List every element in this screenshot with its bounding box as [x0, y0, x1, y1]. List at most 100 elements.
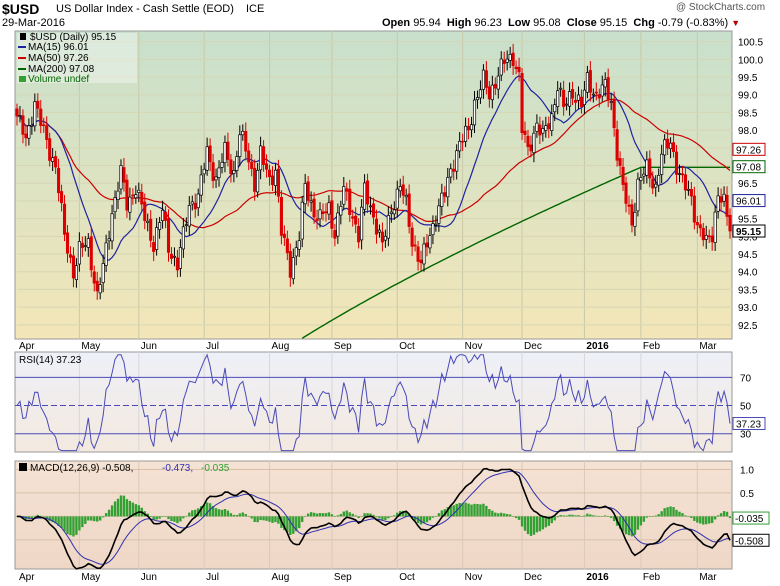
open-label: Open — [382, 17, 411, 29]
macd-hist-bar — [363, 513, 366, 517]
macd-hist-bar — [636, 516, 640, 530]
month-label-price: Sep — [334, 341, 352, 352]
macd-hist-bar — [354, 515, 357, 517]
candle-body — [214, 176, 218, 181]
candle-body — [669, 142, 673, 150]
candle-body — [657, 174, 661, 186]
month-label-price: Jul — [206, 341, 219, 352]
macd-hist-bar — [244, 514, 247, 517]
candle-body — [175, 257, 179, 271]
price-tick-label: 100.5 — [738, 38, 763, 49]
macd-hist-bar — [708, 516, 711, 524]
macd-hist-bar — [660, 511, 663, 517]
candle-body — [633, 211, 637, 227]
macd-hist-bar — [125, 499, 129, 517]
macd-signal-line — [17, 470, 731, 565]
candle-body — [172, 255, 177, 258]
macd-hist-bar — [131, 502, 135, 517]
candle-body — [627, 204, 631, 207]
candle-body — [265, 163, 269, 170]
macd-hist-bar — [511, 516, 515, 517]
macd-hist-bar — [538, 516, 542, 532]
macd-hist-bar — [113, 501, 117, 517]
candle-body — [722, 193, 726, 202]
candle-body — [407, 193, 411, 227]
macd-hist-bar — [440, 510, 444, 517]
candle-body — [134, 194, 138, 199]
macd-hist-bar — [286, 516, 289, 533]
legend-ma50: MA(50) 97.26 — [28, 53, 89, 64]
macd-hist-bar — [110, 505, 114, 517]
macd-hist-bar — [78, 516, 81, 531]
macd-hist-bar — [387, 516, 390, 519]
open-value: 95.94 — [413, 17, 441, 29]
candle-body — [651, 178, 655, 189]
candle-body — [327, 202, 331, 215]
macd-hist-bar — [214, 508, 218, 517]
macd-hist-bar — [378, 516, 381, 519]
candle-body — [113, 197, 117, 213]
candle-body — [535, 122, 539, 132]
candle-body — [80, 242, 84, 248]
macd-hist-bar — [467, 503, 470, 517]
macd-hist-bar — [473, 503, 476, 517]
macd-hist-bar — [194, 509, 197, 517]
macd-hist-bar — [381, 516, 384, 520]
candle-body — [333, 230, 337, 239]
macd-hist-bar — [696, 516, 699, 523]
candle-body — [639, 177, 643, 181]
macd-hist-bar — [690, 516, 693, 519]
macd-hist-bar — [396, 512, 399, 517]
chart-instrument-name: US Dollar Index - Cash Settle (EOD) — [56, 3, 234, 15]
rsi-tag-value: 37.23 — [736, 420, 761, 431]
macd-hist-bar — [48, 516, 51, 521]
macd-hist-bar — [413, 516, 417, 521]
candle-body — [250, 161, 254, 169]
macd-hist-bar — [645, 516, 649, 518]
macd-legend-main: MACD(12,26,9) -0.508, — [30, 463, 133, 474]
month-label-price: Dec — [524, 341, 542, 352]
macd-hist-bar — [247, 516, 250, 517]
macd-hist-bar — [327, 512, 331, 517]
candle-body — [692, 195, 696, 223]
candle-body — [208, 145, 212, 163]
macd-hist-bar — [482, 503, 485, 517]
macd-hist-bar — [449, 505, 452, 517]
macd-hist-bar — [713, 516, 717, 520]
macd-hist-bar — [372, 514, 375, 517]
candle-body — [288, 251, 292, 278]
macd-hist-bar — [425, 516, 429, 523]
candle-body — [401, 184, 405, 196]
macd-hist-bar — [226, 510, 230, 517]
candle-body — [547, 123, 551, 130]
candle-body — [475, 97, 480, 101]
macd-hist-bar — [553, 516, 556, 521]
macd-hist-bar — [90, 516, 93, 521]
price-tag-value: 96.01 — [736, 197, 761, 208]
macd-hist-bar — [446, 507, 449, 517]
macd-hist-bar — [437, 513, 441, 517]
candle-body — [559, 87, 563, 90]
candle-body — [30, 124, 34, 127]
macd-hist-bar — [351, 513, 354, 517]
candle-body — [666, 138, 670, 149]
candle-body — [556, 90, 560, 107]
macd-hist-bar — [134, 504, 138, 517]
macd-hist-bar — [155, 516, 158, 520]
macd-hist-bar — [283, 516, 286, 531]
candle-body — [642, 173, 646, 177]
macd-hist-bar — [336, 515, 340, 517]
macd-hist-bar — [630, 516, 634, 537]
month-label-price: Apr — [19, 341, 35, 352]
macd-hist-bar — [419, 516, 423, 525]
candle-body — [357, 225, 361, 243]
candle-body — [15, 108, 19, 117]
macd-hist-bar — [84, 516, 87, 524]
candle-body — [315, 218, 319, 222]
candle-body — [716, 195, 720, 212]
month-label-macd: Apr — [19, 572, 35, 583]
macd-hist-bar — [33, 515, 37, 517]
macd-hist-bar — [161, 516, 164, 517]
macd-tag-value: -0.508 — [735, 536, 764, 547]
candle-body — [294, 247, 298, 257]
